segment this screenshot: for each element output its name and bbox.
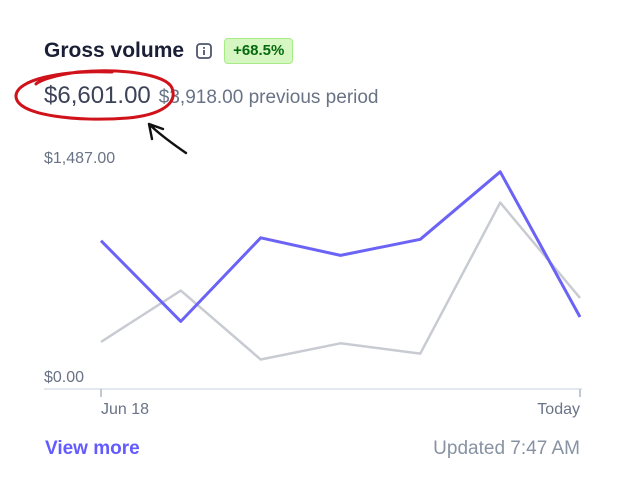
y-tick-label-min: $0.00 [44, 369, 84, 386]
updated-timestamp: Updated 7:47 AM [433, 438, 580, 459]
card-title: Gross volume [44, 39, 185, 62]
previous-series-line [100, 201, 581, 361]
view-more-link[interactable]: View more [45, 438, 140, 459]
previous-value: $3,918.00 previous period [158, 87, 379, 108]
info-icon[interactable] [196, 43, 212, 59]
title-row: Gross volume +68.5% [44, 36, 294, 66]
x-tick-label-start: Jun 18 [101, 401, 149, 418]
x-tick-label-end: Today [537, 401, 580, 418]
current-series-line [99, 170, 582, 323]
series-layer [99, 170, 582, 361]
change-badge: +68.5% [224, 38, 294, 64]
y-tick-label-max: $1,487.00 [44, 150, 115, 167]
